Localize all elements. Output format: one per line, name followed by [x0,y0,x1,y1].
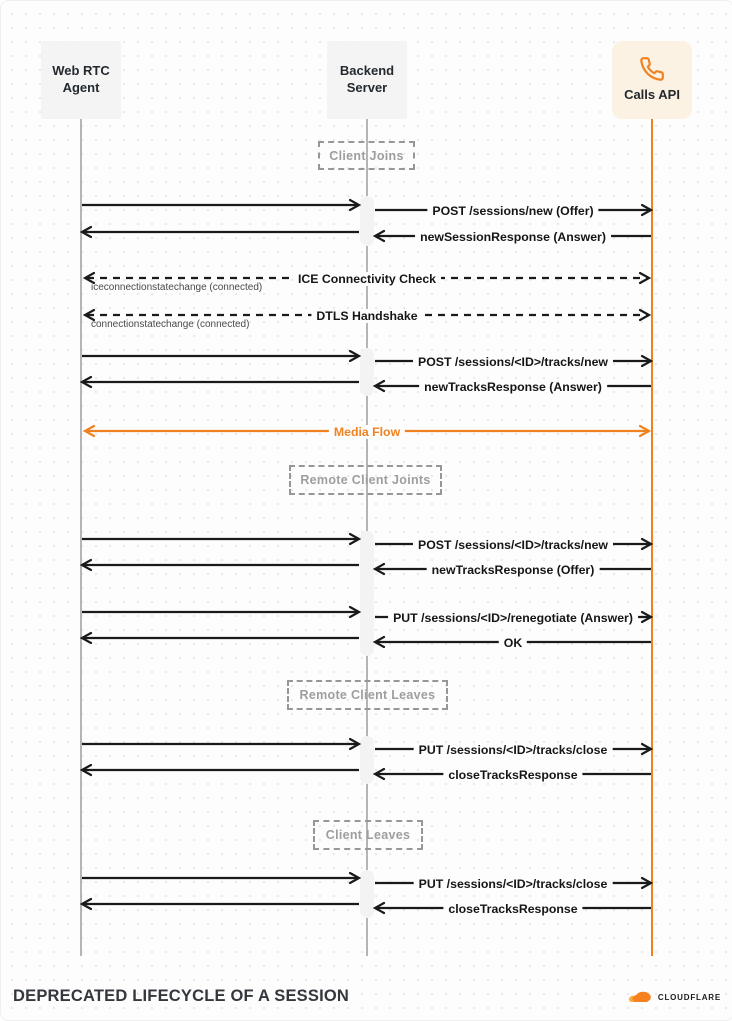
message-label: PUT /sessions/<ID>/renegotiate (Answer) [388,610,638,625]
message-label: PUT /sessions/<ID>/tracks/close [413,742,613,757]
cloudflare-brand-text: CLOUDFLARE [657,992,721,1002]
cloudflare-logo-icon [626,989,655,1005]
event-note: connectionstatechange (connected) [91,319,250,330]
actor-label: Backend Server [339,63,395,95]
message-arrow [79,631,651,649]
message-label: POST /sessions/<ID>/tracks/new [412,537,614,552]
message-label: PUT /sessions/<ID>/tracks/close [413,876,613,891]
message-label: closeTracksResponse [443,767,583,782]
message-label: POST /sessions/<ID>/tracks/new [412,354,614,369]
section-box: Client Joins [318,141,415,170]
event-note: iceconnectionstatechange (connected) [91,282,263,293]
cloudflare-brand: CLOUDFLARE [626,989,721,1005]
message-label: newTracksResponse (Answer) [419,379,607,394]
span-arrow-label: ICE Connectivity Check [292,271,442,286]
actor-backend-server: Backend Server [327,41,407,119]
actor-webrtc-agent: Web RTC Agent [41,41,121,119]
activation-bar [360,870,374,918]
activation-bar [360,531,374,656]
section-label: Client Leaves [325,828,411,842]
activation-bar [360,736,374,784]
message-label: newTracksResponse (Offer) [426,562,600,577]
span-arrow-label: Media Flow [328,424,406,439]
message-label: closeTracksResponse [443,901,583,916]
actor-label: Calls API [624,87,680,103]
section-label: Client Joins [329,148,404,163]
message-label: OK [498,635,528,650]
message-label: newSessionResponse (Answer) [415,229,611,244]
span-arrow-label: DTLS Handshake [311,308,423,323]
activation-bar [360,196,374,246]
section-label: Remote Client Leaves [299,688,436,702]
actor-label: Web RTC Agent [52,63,110,95]
activation-bar [360,348,374,396]
lifeline-calls-api [651,119,653,956]
section-box: Client Leaves [313,820,423,850]
diagram-title: DEPRECATED LIFECYCLE OF A SESSION [13,987,350,1005]
section-label: Remote Client Joints [300,473,431,487]
actor-calls-api: Calls API [612,41,692,119]
lifeline-webrtc-agent [80,119,82,956]
message-label: POST /sessions/new (Offer) [427,203,599,218]
section-box: Remote Client Leaves [287,680,448,710]
phone-icon [639,56,665,82]
section-box: Remote Client Joints [289,465,442,495]
